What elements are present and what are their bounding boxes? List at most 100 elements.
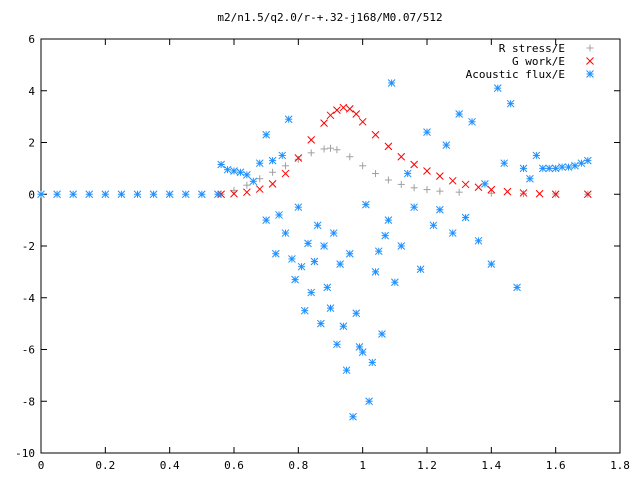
data-point — [359, 162, 367, 170]
data-point — [278, 151, 287, 160]
data-point — [281, 229, 290, 237]
data-point — [165, 190, 174, 199]
data-point — [85, 190, 94, 199]
data-point — [461, 213, 470, 222]
data-point — [551, 164, 560, 173]
data-point — [281, 162, 289, 170]
data-point — [365, 397, 373, 406]
data-point — [358, 348, 367, 356]
data-point — [468, 117, 476, 126]
data-point — [294, 154, 303, 162]
data-point — [545, 164, 554, 173]
x-tick-label: 0.8 — [288, 459, 308, 472]
data-point — [368, 358, 377, 367]
data-point — [297, 262, 306, 271]
data-point — [323, 283, 332, 292]
data-point — [37, 190, 45, 199]
data-point — [262, 216, 271, 224]
data-point — [346, 153, 354, 161]
plot-frame — [40, 38, 621, 454]
data-point — [372, 170, 380, 178]
data-point — [558, 163, 566, 171]
data-point — [304, 239, 312, 248]
data-point — [333, 340, 341, 349]
data-point — [307, 149, 315, 157]
data-point — [442, 141, 451, 149]
data-point — [358, 117, 367, 126]
data-point — [313, 221, 322, 230]
legend-marker — [586, 57, 594, 65]
data-point — [281, 169, 290, 178]
data-point — [455, 188, 463, 196]
legend-label: R stress/E — [499, 42, 565, 55]
data-point — [117, 190, 126, 199]
x-tick-label: 1.2 — [417, 459, 437, 472]
data-point — [436, 187, 444, 195]
data-point — [307, 136, 316, 144]
data-point — [352, 110, 361, 118]
data-point — [316, 319, 325, 328]
data-point — [397, 152, 406, 161]
data-point — [487, 189, 495, 197]
x-tick-label: 1 — [359, 459, 366, 472]
data-point — [371, 268, 380, 276]
data-point — [410, 203, 418, 212]
data-point — [230, 189, 238, 198]
data-point — [336, 260, 345, 268]
data-point — [474, 236, 483, 245]
y-tick-label: -6 — [22, 344, 35, 357]
data-point — [249, 177, 258, 186]
data-point — [474, 183, 483, 192]
data-point — [378, 330, 386, 338]
data-point — [513, 283, 521, 292]
data-point — [294, 203, 303, 212]
y-tick-label: 4 — [28, 85, 35, 98]
data-point — [339, 322, 348, 331]
data-point — [403, 169, 412, 178]
x-tick-label: 1.8 — [610, 459, 630, 472]
data-point — [243, 188, 251, 197]
x-tick-label: 0.6 — [224, 459, 244, 472]
data-point — [564, 163, 573, 171]
data-point — [320, 242, 328, 250]
data-point — [381, 231, 390, 240]
data-point — [423, 186, 431, 194]
data-point — [243, 170, 251, 179]
data-point — [461, 180, 470, 189]
data-point — [410, 184, 418, 192]
data-point — [268, 180, 277, 188]
legend-label: G work/E — [512, 55, 565, 68]
data-point — [455, 110, 464, 118]
data-point — [339, 103, 348, 112]
x-tick-label: 1.4 — [481, 459, 501, 472]
data-point — [214, 190, 222, 199]
data-point — [345, 105, 354, 113]
data-point — [269, 168, 277, 176]
data-point — [384, 176, 392, 184]
data-point — [538, 164, 547, 173]
data-point — [397, 242, 406, 250]
data-point — [506, 99, 515, 108]
data-point — [503, 187, 512, 196]
series-plus — [217, 144, 592, 198]
data-point — [423, 128, 431, 137]
data-point — [243, 181, 251, 189]
data-point — [384, 142, 393, 151]
data-point — [230, 167, 238, 175]
data-point — [526, 174, 534, 183]
data-point — [149, 190, 158, 199]
data-point — [197, 190, 206, 199]
data-point — [294, 155, 302, 163]
chart-title: m2/n1.5/q2.0/r-+.32-j168/M0.07/512 — [217, 11, 442, 24]
data-point — [307, 288, 316, 297]
data-point — [291, 275, 299, 284]
data-point — [532, 151, 541, 160]
data-point — [384, 216, 393, 224]
data-point — [352, 309, 361, 318]
data-point — [271, 249, 280, 258]
x-tick-label: 0.2 — [95, 459, 115, 472]
data-point — [69, 190, 78, 199]
data-point — [326, 304, 335, 312]
data-point — [571, 161, 579, 170]
